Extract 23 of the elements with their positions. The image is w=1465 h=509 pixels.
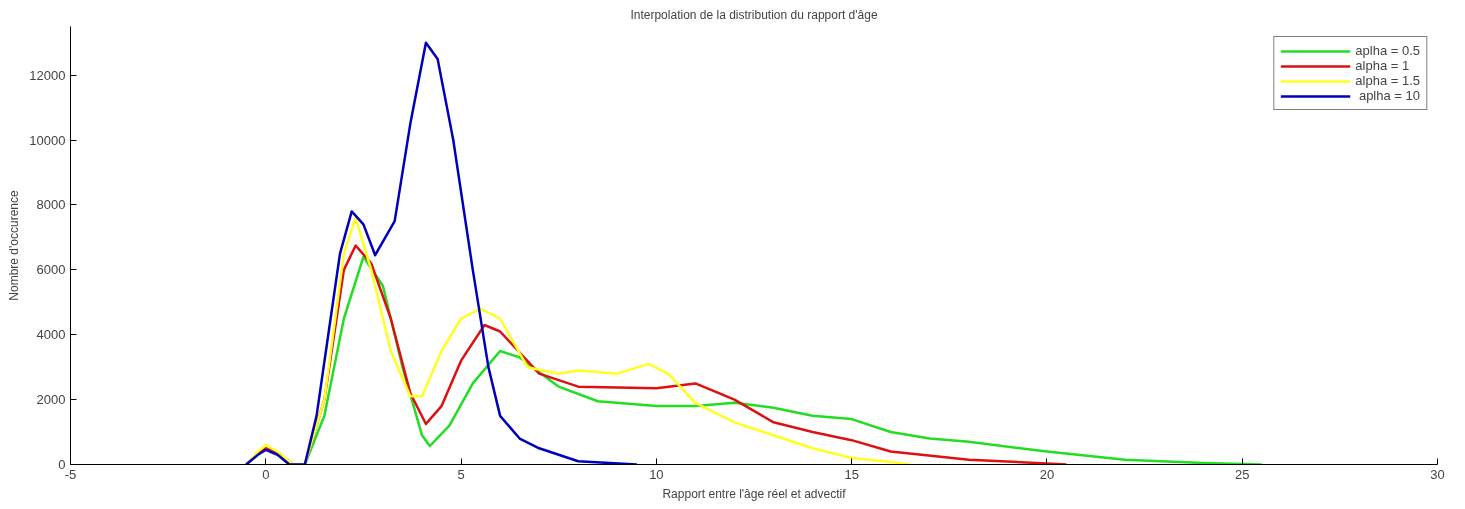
- y-tick-label: 8000: [36, 197, 66, 213]
- line-series: [245, 216, 912, 465]
- x-tick-label: 15: [844, 466, 859, 482]
- y-tick-label: 6000: [36, 262, 66, 278]
- y-tick-label: 10000: [29, 132, 66, 148]
- x-tick-label: 10: [649, 466, 664, 482]
- x-tick-label: 20: [1039, 466, 1055, 482]
- text: aplha = 10: [1357, 88, 1420, 103]
- x-tick-label: -5: [64, 466, 77, 482]
- text: alpha = 1.5: [1355, 73, 1420, 88]
- y-tick-label: 4000: [36, 327, 66, 343]
- text: alpha = 1: [1355, 58, 1410, 73]
- x-tick-label: 5: [457, 466, 465, 482]
- text: aplha = 0.5: [1355, 43, 1420, 58]
- x-axis-title: Rapport entre l'âge réel et advectif: [662, 486, 847, 501]
- x-tick-label: 0: [262, 466, 270, 482]
- y-tick-label: 2000: [36, 392, 66, 408]
- chart-title: Interpolation de la distribution du rapport d'âge: [630, 7, 878, 22]
- x-tick-label: 30: [1430, 466, 1445, 482]
- line-series: [245, 41, 639, 465]
- y-axis-title: Nombre d'occurence: [7, 190, 22, 301]
- y-tick-label: 12000: [29, 67, 66, 83]
- x-tick-label: 25: [1234, 466, 1250, 482]
